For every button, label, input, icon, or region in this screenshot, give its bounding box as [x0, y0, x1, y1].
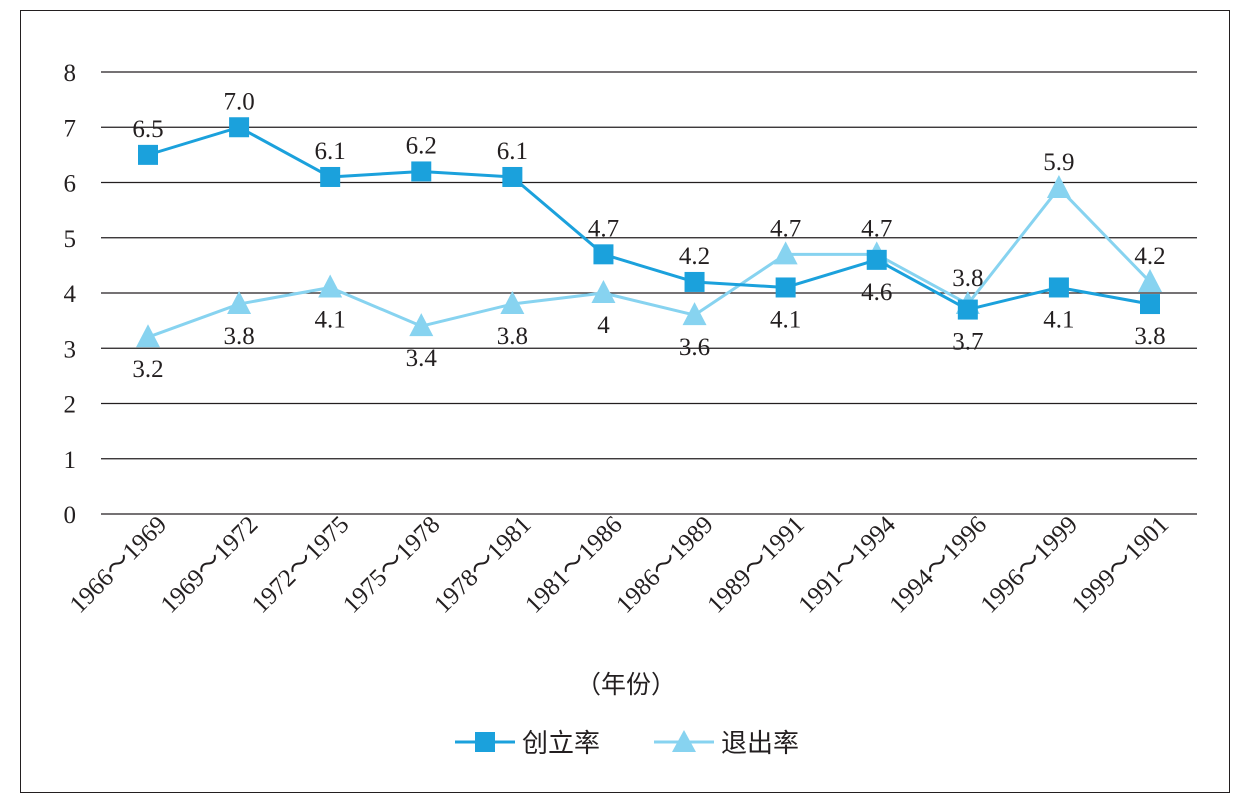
x-tick-label: 1981～1986 — [520, 511, 627, 618]
data-point-triangle — [136, 324, 160, 348]
series-line-2 — [147, 186, 1152, 339]
data-label: 4.2 — [679, 243, 710, 270]
y-tick-label: 0 — [64, 502, 77, 529]
data-point-triangle — [1138, 268, 1162, 292]
gridlines — [101, 71, 1197, 515]
x-axis-ticks: 1966～19691969～19721972～19751975～19781978… — [65, 511, 1174, 619]
y-tick-label: 2 — [64, 392, 77, 419]
data-point-square — [684, 271, 705, 292]
x-tick-label: 1972～1975 — [247, 511, 354, 618]
data-point-triangle — [773, 241, 798, 265]
legend-label-series-2: 退出率 — [721, 729, 799, 759]
data-point-square — [502, 166, 523, 187]
y-tick-label: 4 — [64, 281, 77, 308]
x-axis-title: （年份） — [576, 670, 676, 699]
data-label: 4.2 — [1134, 243, 1165, 270]
y-axis-ticks: 0 1 2 3 4 5 6 7 8 — [64, 60, 77, 529]
data-label: 3.8 — [223, 323, 254, 350]
legend-marker-triangle — [672, 730, 696, 752]
data-point-square — [1140, 294, 1160, 315]
data-label: 4.7 — [588, 215, 619, 242]
y-tick-label: 6 — [64, 171, 77, 198]
data-label: 6.2 — [406, 132, 437, 159]
data-label: 3.6 — [679, 334, 710, 361]
legend-item-series-2: 退出率 — [654, 729, 799, 759]
data-point-square — [138, 144, 158, 165]
x-tick-label: 1996～1999 — [976, 511, 1083, 618]
data-point-square — [1048, 277, 1069, 298]
data-point-square — [866, 249, 887, 270]
data-label: 7.0 — [223, 88, 254, 115]
chart-frame — [20, 10, 1230, 793]
series-line-1 — [147, 125, 1151, 312]
data-label: 5.9 — [1043, 149, 1074, 176]
data-label: 3.8 — [1134, 323, 1165, 350]
data-label: 3.4 — [406, 345, 438, 372]
data-point-triangle — [500, 291, 525, 315]
data-label: 3.8 — [952, 265, 983, 292]
data-label: 6.5 — [132, 116, 163, 143]
x-tick-label: 1966～1969 — [65, 511, 172, 618]
data-label: 3.7 — [952, 329, 983, 356]
data-point-square — [593, 244, 614, 265]
data-point-triangle — [227, 291, 252, 315]
y-tick-label: 5 — [64, 226, 77, 253]
data-label: 4 — [597, 312, 610, 339]
y-tick-label: 8 — [64, 60, 77, 87]
y-tick-label: 3 — [64, 336, 77, 363]
x-tick-label: 1991～1994 — [793, 511, 901, 619]
data-label: 4.1 — [1043, 306, 1074, 333]
data-label: 4.1 — [770, 306, 801, 333]
series-layer — [136, 117, 1162, 348]
data-point-triangle — [409, 313, 434, 337]
data-label: 3.2 — [132, 356, 163, 383]
x-tick-label: 1975～1978 — [338, 511, 445, 618]
y-tick-label: 7 — [64, 115, 77, 142]
legend: 创立率 退出率 — [455, 729, 799, 759]
data-point-square — [957, 299, 978, 320]
legend-label-series-1: 创立率 — [522, 729, 600, 759]
data-label: 4.7 — [770, 215, 801, 242]
data-point-triangle — [682, 302, 707, 326]
data-label: 6.1 — [315, 138, 346, 165]
x-tick-label: 1999～1901 — [1067, 511, 1174, 618]
x-tick-label: 1986～1989 — [611, 511, 718, 618]
legend-item-series-1: 创立率 — [455, 729, 600, 759]
data-point-square — [229, 117, 250, 138]
data-point-triangle — [318, 274, 343, 298]
x-tick-label: 1978～1981 — [429, 511, 536, 618]
data-point-square — [775, 277, 796, 298]
data-point-triangle — [1046, 175, 1071, 199]
y-tick-label: 1 — [64, 447, 77, 474]
data-label: 4.1 — [315, 306, 346, 333]
x-tick-label: 1994～1996 — [885, 511, 992, 618]
data-label: 6.1 — [497, 138, 528, 165]
data-point-square — [320, 166, 341, 187]
legend-marker-square — [475, 732, 495, 752]
data-labels: 3.2 3.8 4.1 3.4 3.8 4 3.6 4.7 4.7 3.8 5.9 4.2 6.5 7.0… — [132, 88, 1165, 383]
data-label: 3.8 — [497, 323, 528, 350]
data-label: 4.7 — [861, 215, 892, 242]
data-point-square — [411, 161, 432, 182]
x-tick-label: 1969～1972 — [156, 511, 263, 618]
data-label: 4.6 — [861, 279, 892, 306]
data-point-triangle — [591, 280, 616, 303]
x-tick-label: 1989～1991 — [702, 511, 809, 618]
